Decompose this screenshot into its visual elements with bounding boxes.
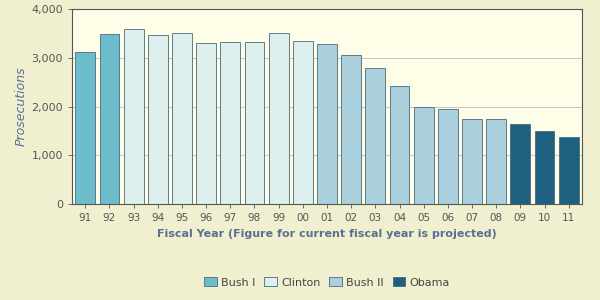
- Bar: [100, 34, 119, 204]
- Bar: [559, 137, 578, 204]
- Bar: [293, 41, 313, 204]
- Bar: [220, 42, 240, 204]
- Bar: [414, 107, 434, 204]
- Bar: [196, 43, 216, 204]
- Bar: [486, 119, 506, 204]
- Bar: [462, 119, 482, 204]
- Y-axis label: Prosecutions: Prosecutions: [14, 67, 27, 146]
- Bar: [76, 52, 95, 204]
- Bar: [341, 55, 361, 204]
- X-axis label: Fiscal Year (Figure for current fiscal year is projected): Fiscal Year (Figure for current fiscal y…: [157, 229, 497, 238]
- Bar: [172, 33, 192, 204]
- Bar: [269, 33, 289, 204]
- Bar: [245, 42, 265, 204]
- Bar: [389, 86, 409, 204]
- Bar: [511, 124, 530, 204]
- Bar: [317, 44, 337, 204]
- Bar: [365, 68, 385, 204]
- Bar: [148, 35, 168, 204]
- Bar: [535, 131, 554, 204]
- Bar: [438, 110, 458, 204]
- Legend: Bush I, Clinton, Bush II, Obama: Bush I, Clinton, Bush II, Obama: [200, 273, 454, 292]
- Bar: [124, 29, 143, 204]
